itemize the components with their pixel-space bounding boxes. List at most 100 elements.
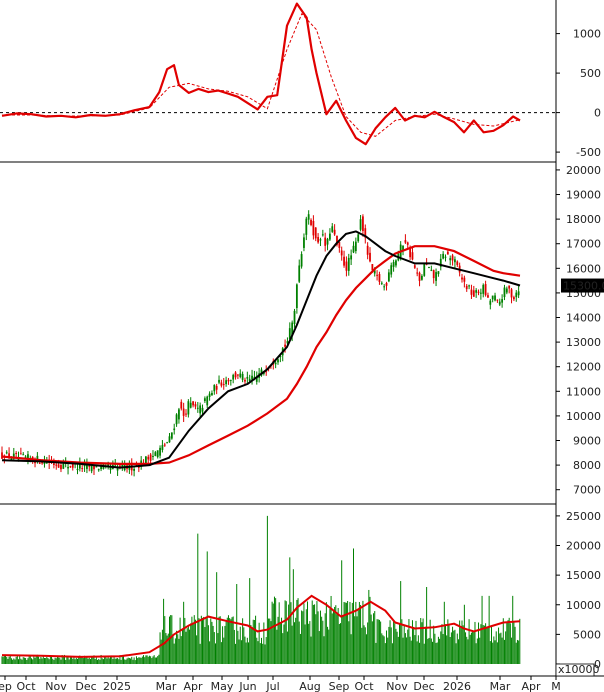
candle-body [295,284,298,309]
candle-body [321,234,324,236]
candle-body [442,253,445,259]
candle-body [357,234,360,242]
candle-body [215,386,218,390]
candle-body [421,275,423,280]
x-tick-label: Nov [45,680,67,692]
candle-body [154,452,157,456]
candle-body [395,260,397,266]
x-tick-label: ep [0,680,12,692]
y-tick-label: 13000 [566,336,601,349]
candle-body [90,464,93,472]
candle-body [352,245,355,253]
candle-body [359,219,362,230]
candle-body [333,229,336,235]
candle-body [423,262,426,276]
candle-body [409,247,412,258]
candle-body [470,289,473,295]
candle-body [380,282,383,284]
candle-body [461,277,463,280]
price-panel: 7000800090001000011000120001300014000150… [1,164,604,497]
x-tick-label: Oct [16,680,36,692]
candle-body [251,375,253,380]
y-tick-label: 25000 [566,510,601,523]
y-tick-label: 16000 [566,262,601,275]
candle-body [503,287,506,298]
candle-body [175,414,178,425]
candle-body [253,376,256,379]
x-tick-label: Jul [265,680,279,692]
candle-body [88,464,91,467]
candle-body [5,452,8,454]
candle-body [114,464,117,466]
x-tick-label: Apr [521,680,541,692]
y-tick-label: 17000 [566,238,601,251]
candle-body [97,469,100,471]
candle-body [38,462,41,464]
candle-body [305,218,308,235]
oscillator-dashed-line [2,12,521,137]
y-tick-label: 12000 [566,361,601,374]
y-tick-label: 9000 [573,435,601,448]
candle-body [437,271,440,275]
candle-body [449,258,452,261]
candle-body [336,235,338,245]
candle-body [439,258,442,267]
y-tick-label: 10000 [566,410,601,423]
candle-body [156,450,159,458]
candle-body [406,242,409,245]
candle-body [189,402,192,408]
candle-body [475,290,478,293]
candle-body [369,252,371,262]
candle-body [307,214,310,220]
candle-body [354,241,357,252]
candle-body [482,284,485,294]
candle-body [199,405,202,414]
unit-label: x10000 [558,663,600,676]
y-tick-label: 10000 [566,599,601,612]
candle-body [387,272,390,282]
candle-body [489,300,492,305]
candle-body [180,401,183,409]
candle-body [498,301,501,305]
candle-body [1,452,3,459]
candle-body [477,291,480,293]
y-tick-label: 20000 [566,540,601,553]
candle-body [234,372,237,378]
candle-body [182,408,185,416]
candle-body [22,454,25,456]
candle-body [430,269,433,271]
candle-body [208,393,211,397]
candle-body [347,257,350,271]
y-tick-label: 14000 [566,312,601,325]
candle-body [312,220,315,236]
volume-moving-average [1,594,521,658]
x-tick-label: Sep [329,680,350,692]
candle-body [45,462,48,464]
y-tick-label: 19000 [566,189,601,202]
candle-body [203,398,206,402]
candle-body [324,237,327,246]
candle-body [144,456,147,464]
candle-body [446,251,449,255]
candle-body [52,463,55,465]
y-tick-label: 0 [594,107,601,120]
candle-body [432,270,435,279]
candle-body [62,463,65,469]
candle-body [116,466,119,471]
candle-body [149,454,152,461]
candle-body [350,255,353,260]
last-price-label: 15300.00 [563,280,604,293]
candle-body [331,226,334,232]
candle-body [479,292,482,294]
candle-body [133,468,136,471]
candle-body [95,466,98,468]
candle-body [163,444,166,446]
candle-body [12,453,15,459]
x-tick-label: Nov [386,680,408,692]
time-axis: ep Oct Nov Dec 2025 Mar Apr May Jun Jul Aug Sep Oct N… [0,676,561,692]
candle-body [362,216,364,231]
candle-body [107,464,110,467]
candle-body [121,463,124,467]
candle-body [376,274,378,276]
moving-average-red [1,245,521,465]
